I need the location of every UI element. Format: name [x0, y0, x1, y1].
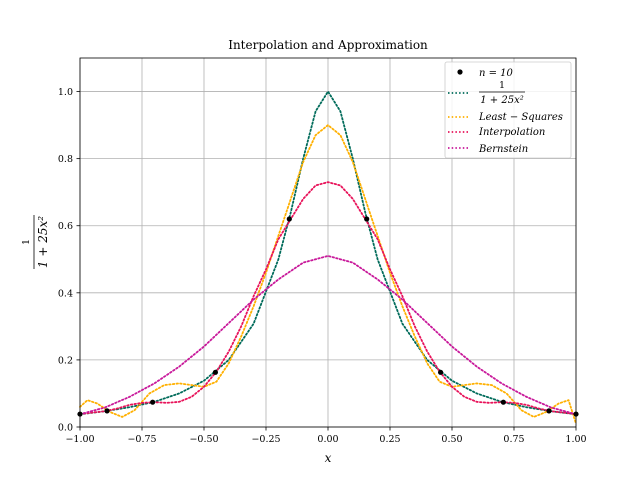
y-tick-label: 0.4: [58, 288, 73, 299]
y-tick-label: 1.0: [58, 87, 73, 98]
x-tick-label: 1.00: [565, 434, 586, 445]
x-tick-label: 0.50: [441, 434, 462, 445]
data-point: [500, 399, 506, 405]
y-tick-label: 0.2: [58, 355, 73, 366]
legend-label-bernstein: Bernstein: [478, 144, 528, 155]
y-tick-label: 0.8: [58, 154, 73, 165]
data-point: [286, 216, 292, 222]
x-axis-ticks: −1.00 −0.75 −0.50 −0.25 0.00 0.25 0.50 0.75 1.00: [65, 427, 587, 445]
x-tick-label: 0.25: [379, 434, 400, 445]
y-tick-label: 0.6: [58, 221, 73, 232]
legend-marker-points: [457, 69, 463, 75]
legend-label-least-squares: Least − Squares: [478, 112, 563, 123]
chart-title: Interpolation and Approximation: [228, 38, 428, 52]
legend: n = 10 1 1 + 25x² Least − Squares Interp…: [444, 61, 572, 159]
y-axis-label-numerator: 1: [21, 239, 32, 245]
x-tick-label: −0.25: [251, 434, 280, 445]
x-tick-label: 0.00: [317, 434, 338, 445]
legend-label-interpolation: Interpolation: [478, 127, 545, 138]
plot-area: [77, 90, 579, 425]
y-axis-label: 1 1 + 25x²: [21, 215, 50, 269]
x-tick-label: −1.00: [65, 434, 94, 445]
data-point: [364, 216, 370, 222]
x-axis-label: x: [325, 451, 332, 465]
data-point: [104, 408, 110, 414]
data-point: [546, 408, 552, 414]
y-tick-label: 0.0: [58, 423, 73, 434]
series-line-least-squares: [79, 124, 577, 425]
y-axis-label-denominator: 1 + 25x²: [36, 216, 50, 268]
x-tick-label: 0.75: [503, 434, 524, 445]
series-line-interpolation: [79, 181, 577, 415]
y-axis-ticks: 0.0 0.2 0.4 0.6 0.8 1.0: [58, 87, 80, 434]
x-tick-label: −0.75: [127, 434, 156, 445]
legend-label-points: n = 10: [479, 68, 514, 79]
data-point: [437, 369, 444, 375]
data-point: [212, 369, 219, 375]
series-line-function: [79, 90, 577, 416]
series-line-bernstein: [79, 255, 577, 416]
legend-label-function-numerator: 1: [499, 80, 505, 91]
legend-box: [444, 61, 572, 159]
legend-label-function-denominator: 1 + 25x²: [480, 95, 523, 106]
data-point: [150, 399, 156, 405]
x-tick-label: −0.50: [189, 434, 218, 445]
